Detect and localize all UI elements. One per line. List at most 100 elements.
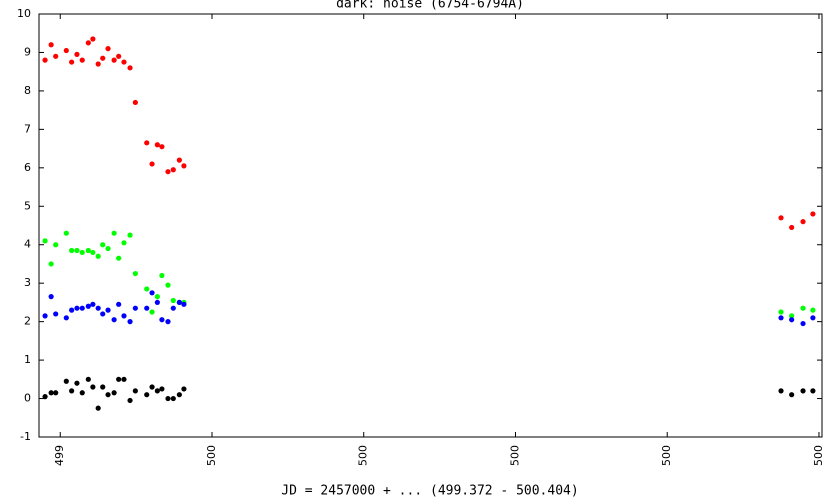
data-point — [42, 57, 48, 63]
data-point — [127, 232, 133, 238]
data-point — [42, 238, 48, 244]
y-tick-label: 6 — [24, 161, 31, 174]
data-point — [79, 57, 85, 63]
data-point — [181, 301, 187, 307]
data-point — [116, 301, 122, 307]
y-tick-label: 8 — [24, 84, 31, 97]
data-point — [170, 395, 176, 402]
data-point — [149, 384, 155, 390]
chart-title: dark: noise (6754-6794A) — [336, 0, 524, 12]
data-point — [48, 390, 54, 396]
data-point — [132, 270, 138, 277]
data-point — [810, 307, 816, 313]
data-point — [165, 282, 171, 288]
data-point — [79, 305, 85, 311]
y-tick-label: 7 — [24, 122, 31, 135]
data-point — [53, 311, 59, 317]
data-point — [69, 388, 75, 394]
data-point — [800, 305, 806, 311]
data-point — [95, 253, 101, 259]
data-point — [79, 249, 85, 256]
data-point — [63, 230, 69, 236]
data-point — [810, 388, 816, 394]
data-point — [100, 311, 106, 317]
data-point — [800, 320, 806, 327]
data-point — [74, 380, 80, 386]
data-point — [127, 319, 133, 325]
data-point — [116, 376, 122, 382]
data-point — [144, 286, 150, 292]
data-point — [90, 249, 96, 256]
data-point — [63, 378, 69, 384]
data-point — [121, 240, 127, 246]
y-tick-label: 0 — [24, 392, 31, 405]
data-point — [154, 388, 160, 394]
x-tick-label: 500 — [205, 445, 218, 466]
data-point — [789, 313, 795, 319]
data-point — [48, 261, 54, 267]
y-tick-label: 4 — [24, 238, 31, 251]
data-point — [85, 303, 91, 309]
data-point — [144, 392, 150, 398]
data-point — [90, 301, 96, 307]
data-point — [778, 309, 784, 315]
data-point — [170, 297, 176, 304]
data-point — [149, 290, 155, 296]
data-point — [95, 405, 101, 411]
data-point — [149, 161, 155, 167]
data-point — [85, 376, 91, 382]
data-point — [165, 395, 171, 402]
data-point — [789, 317, 795, 323]
y-tick-label: 1 — [24, 353, 31, 366]
data-point — [111, 390, 117, 396]
data-point — [127, 65, 133, 71]
data-point — [79, 390, 85, 396]
data-point — [778, 215, 784, 221]
data-point — [789, 224, 795, 231]
data-point — [154, 294, 160, 300]
data-point — [100, 384, 106, 390]
y-tick-label: 10 — [17, 7, 31, 20]
data-point — [85, 247, 91, 254]
y-tick-label: 9 — [24, 45, 31, 58]
data-point — [74, 51, 80, 57]
data-point — [116, 255, 122, 261]
data-point — [105, 392, 111, 398]
data-point — [154, 299, 160, 306]
data-point — [95, 61, 101, 67]
data-point — [95, 305, 101, 311]
data-point — [176, 157, 182, 163]
data-point — [69, 59, 75, 65]
x-tick-label: 500 — [660, 445, 673, 466]
data-point — [165, 169, 171, 175]
data-point — [778, 388, 784, 394]
data-point — [181, 163, 187, 169]
data-point — [800, 219, 806, 225]
data-point — [69, 307, 75, 313]
data-point — [74, 305, 80, 311]
data-point — [53, 390, 59, 396]
y-tick-label: 2 — [24, 315, 31, 328]
data-point — [90, 384, 96, 390]
data-point — [154, 142, 160, 148]
data-point — [105, 245, 111, 252]
data-point — [63, 315, 69, 321]
x-tick-label: 500 — [357, 445, 370, 466]
x-tick-label: 499 — [53, 445, 66, 466]
data-point — [85, 40, 91, 46]
x-axis-title: JD = 2457000 + ... (499.372 - 500.404) — [281, 484, 578, 499]
data-point — [144, 305, 150, 311]
data-point — [90, 36, 96, 42]
data-point — [121, 376, 127, 382]
data-point — [121, 59, 127, 65]
data-point — [165, 319, 171, 325]
data-point — [181, 386, 187, 392]
y-tick-label: 5 — [24, 199, 31, 212]
data-point — [159, 272, 165, 279]
data-point — [63, 47, 69, 54]
data-point — [116, 53, 122, 59]
data-point — [132, 99, 138, 106]
y-tick-label: -1 — [20, 430, 31, 443]
data-point — [810, 315, 816, 321]
